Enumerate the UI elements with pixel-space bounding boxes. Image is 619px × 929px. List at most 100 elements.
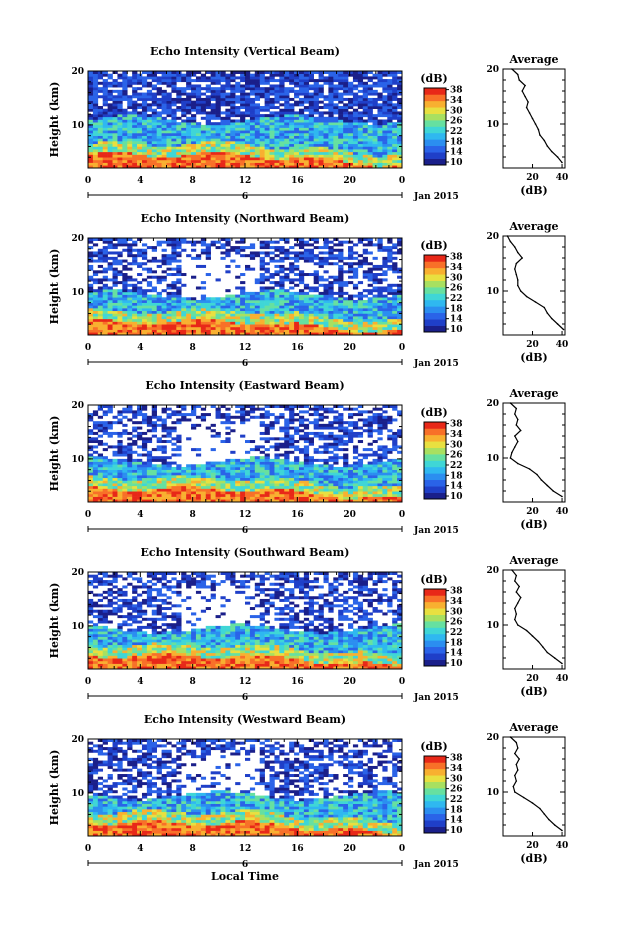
colorbar-segment [424,107,446,114]
y-tick-label: 10 [71,121,84,131]
colorbar-segment [424,306,446,314]
panel-4 [87,736,566,866]
y-tick-label: 10 [71,455,84,465]
panel-title: Echo Intensity (Vertical Beam) [150,45,340,58]
colorbar-tick-label: 26 [450,284,463,294]
profile-x-tick-label: 20 [526,507,539,517]
y-tick-label: 10 [71,622,84,632]
heatmap-cells [88,405,403,503]
colorbar-tick-label: 22 [450,294,463,304]
colorbar-segment [424,145,446,153]
x-tick-label: 20 [343,343,356,353]
x-tick-label: 20 [343,176,356,186]
x-tick-label: 0 [85,343,91,353]
profile-frame [502,569,566,670]
colorbar-tick-label: 14 [450,148,463,158]
colorbar-tick-label: 22 [450,628,463,638]
date-label: Jan 2015 [413,192,459,202]
profile-x-tick-label: 20 [526,841,539,851]
colorbar-tick-label: 38 [450,420,463,430]
date-label: Jan 2015 [413,359,459,369]
colorbar-segment [424,781,446,789]
colorbar-segment [424,633,446,641]
profile-y-tick-label: 20 [486,65,499,75]
colorbar-frame [423,87,447,166]
x-tick-label: 8 [190,343,196,353]
colorbar-segment [424,126,446,134]
profile-line [509,736,563,831]
colorbar-segment [424,299,446,307]
y-tick-label: 20 [71,401,84,411]
colorbar-segment [424,280,446,288]
x-tick-label: 0 [399,844,405,854]
colorbar-tick-label: 10 [450,659,463,669]
profile-line [506,235,564,330]
colorbar-unit: (dB) [420,72,447,85]
profile-y-tick-label: 10 [486,120,499,130]
x-tick-label: 4 [137,677,143,687]
colorbar-tick-label: 34 [450,764,463,774]
date-tick-label: 6 [242,693,248,703]
colorbar-segment [424,422,446,429]
colorbar-segment [424,659,446,667]
x-tick-label: 16 [291,677,304,687]
x-tick-label: 8 [190,677,196,687]
colorbar-segment [424,274,446,281]
date-label: Jan 2015 [413,693,459,703]
y-axis-label: Height (km) [48,82,61,158]
colorbar-segment [424,94,446,102]
x-tick-label: 8 [190,844,196,854]
colorbar-tick-label: 26 [450,451,463,461]
colorbar-segment [424,768,446,776]
profile-x-label: (dB) [520,351,547,364]
x-tick-label: 12 [239,510,252,520]
colorbar-segment [424,255,446,262]
colorbar-segment [424,158,446,166]
y-tick-label: 10 [71,288,84,298]
colorbar-unit: (dB) [420,573,447,586]
x-tick-label: 4 [137,510,143,520]
colorbar-segment [424,287,446,294]
colorbar-segment [424,595,446,603]
panel-0 [87,68,566,198]
y-axis-label: Height (km) [48,750,61,826]
profile-frame [502,402,566,503]
profile-x-tick-label: 20 [526,340,539,350]
panel-title: Echo Intensity (Eastward Beam) [145,379,344,392]
colorbar-tick-label: 34 [450,430,463,440]
colorbar-segment [424,820,446,827]
panel-2 [87,402,566,532]
colorbar-tick-label: 10 [450,325,463,335]
colorbar-segment [424,454,446,461]
colorbar-segment [424,589,446,596]
y-tick-label: 10 [71,789,84,799]
x-tick-label: 16 [291,844,304,854]
colorbar-segment [424,473,446,481]
profile-title: Average [508,387,558,400]
colorbar-segment [424,826,446,834]
colorbar-tick-label: 26 [450,785,463,795]
colorbar-tick-label: 34 [450,597,463,607]
profile-title: Average [508,721,558,734]
colorbar-segment [424,460,446,468]
colorbar-segment [424,756,446,763]
profile-y-tick-label: 10 [486,788,499,798]
date-tick-label: 6 [242,192,248,202]
colorbar-tick-label: 10 [450,158,463,168]
colorbar-segment [424,100,446,108]
colorbar-tick-label: 14 [450,482,463,492]
heatmap-cells [88,739,403,837]
colorbar-segment [424,775,446,782]
colorbar-segment [424,813,446,821]
colorbar-frame [423,588,447,667]
colorbar-segment [424,788,446,795]
profile-line [511,569,563,664]
profile-title: Average [508,554,558,567]
colorbar-segment [424,88,446,95]
colorbar-unit: (dB) [420,406,447,419]
x-tick-label: 0 [399,176,405,186]
colorbar-tick-label: 30 [450,774,463,784]
x-tick-label: 8 [190,510,196,520]
x-tick-label: 16 [291,176,304,186]
x-tick-label: 4 [137,343,143,353]
